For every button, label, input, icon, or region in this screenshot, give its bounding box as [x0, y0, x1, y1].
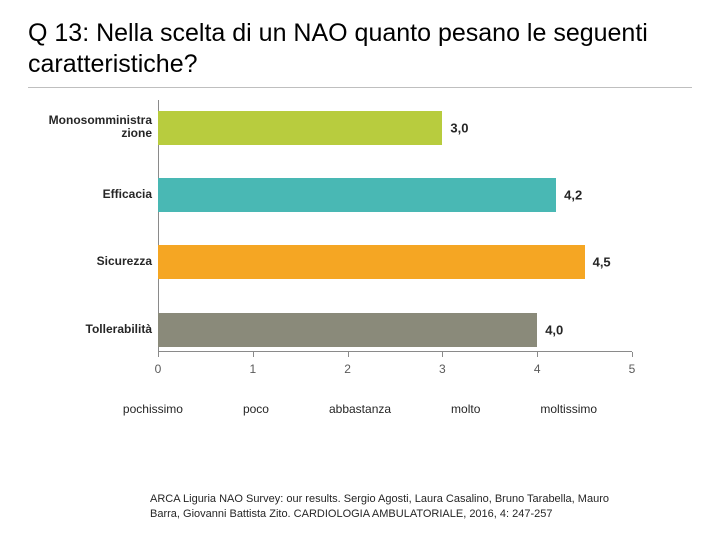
legend-item: molto	[451, 402, 480, 416]
legend-item: abbastanza	[329, 402, 391, 416]
value-label: 4,5	[593, 255, 611, 270]
category-label: Sicurezza	[48, 255, 152, 269]
x-tick-label: 0	[155, 362, 162, 376]
x-tick	[253, 352, 254, 357]
bar	[158, 245, 585, 279]
slide: Q 13: Nella scelta di un NAO quanto pesa…	[0, 0, 720, 540]
scale-legend: pochissimo poco abbastanza molto moltissimo	[28, 402, 692, 416]
category-label: Tollerabilità	[48, 323, 152, 337]
citation-text: ARCA Liguria NAO Survey: our results. Se…	[150, 492, 640, 522]
legend-item: poco	[243, 402, 269, 416]
x-tick	[348, 352, 349, 357]
value-label: 3,0	[450, 120, 468, 135]
x-tick-label: 5	[629, 362, 636, 376]
page-title: Q 13: Nella scelta di un NAO quanto pesa…	[28, 18, 692, 88]
bar	[158, 111, 442, 145]
value-label: 4,0	[545, 322, 563, 337]
x-tick	[442, 352, 443, 357]
x-tick	[537, 352, 538, 357]
bar-chart: 0 1 2 3 4 5 Monosomministrazione 3,0 Efficacia 4,…	[48, 100, 652, 380]
x-tick-label: 4	[534, 362, 541, 376]
category-label: Efficacia	[48, 188, 152, 202]
legend-item: moltissimo	[540, 402, 597, 416]
legend-item: pochissimo	[123, 402, 183, 416]
category-label: Monosomministrazione	[48, 114, 152, 142]
x-tick-label: 1	[249, 362, 256, 376]
x-tick	[158, 352, 159, 357]
x-tick-label: 2	[344, 362, 351, 376]
bar	[158, 313, 537, 347]
x-tick-label: 3	[439, 362, 446, 376]
bar	[158, 178, 556, 212]
x-tick	[632, 352, 633, 357]
value-label: 4,2	[564, 187, 582, 202]
x-axis	[158, 351, 632, 352]
